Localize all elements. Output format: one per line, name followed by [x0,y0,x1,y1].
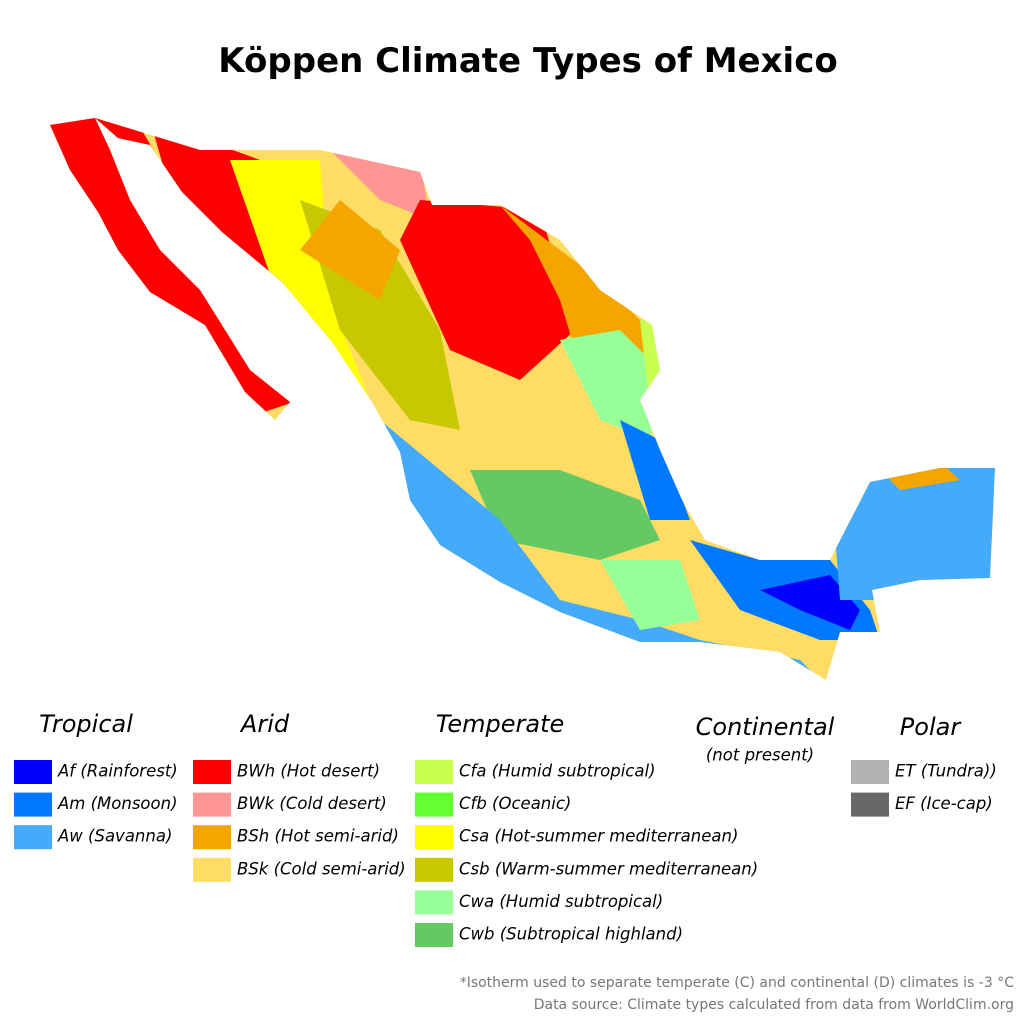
legend-swatch [14,825,52,850]
region [400,200,575,380]
legend-label: Cwa (Humid subtropical) [459,892,663,911]
region [230,160,370,400]
legend-swatch [193,792,231,817]
legend-note: (not present) [706,746,814,765]
region [830,460,995,600]
legend-label: BWh (Hot desert) [237,762,380,781]
legend-label: ET (Tundra)) [895,762,997,781]
legend-label: Cwb (Subtropical highland) [459,925,683,944]
legend-swatch [851,792,889,817]
region [50,118,995,680]
legend-swatch [14,760,52,784]
region [600,560,700,630]
legend-label: BSk (Cold semi-arid) [237,859,406,878]
legend-swatch [415,825,453,850]
legend-label: Cfa (Humid subtropical) [459,762,656,781]
legend-label: Csb (Warm-summer mediterranean) [459,859,758,878]
region [560,330,660,440]
legend-label: Aw (Savanna) [57,827,172,846]
footnote: Data source: Climate types calculated fr… [534,997,1014,1013]
legend-swatch [851,760,889,784]
map [50,118,995,680]
legend-swatch [415,792,453,817]
legend-swatch [14,792,52,817]
legend-swatch [415,923,453,947]
legend-label: Csa (Hot-summer mediterranean) [459,827,738,846]
legend-label: Af (Rainforest) [57,762,178,781]
legend-swatch [193,760,231,784]
region [620,420,690,520]
legend-label: Am (Monsoon) [57,794,178,813]
legend-heading: Polar [900,713,963,741]
legend-swatch [193,825,231,850]
region [470,470,660,560]
legend-swatch [415,890,453,915]
legend-heading: Tropical [39,710,133,738]
footnote: *Isotherm used to separate temperate (C)… [460,975,1015,991]
region [760,575,860,630]
region [300,200,400,300]
legend-heading: Arid [239,710,290,738]
legend-label: BSh (Hot semi-arid) [237,827,399,846]
legend-label: Cfb (Oceanic) [459,794,571,813]
legend-label: EF (Ice-cap) [895,794,993,813]
legend-swatch [415,857,453,882]
legend-swatch [415,760,453,784]
legend-swatch [193,857,231,882]
legend-heading: Continental [696,713,835,741]
legend-label: BWk (Cold desert) [237,794,387,813]
legend-heading: Temperate [436,710,565,738]
title: Köppen Climate Types of Mexico [218,41,837,81]
legend: Tropical Af (Rainforest) Am (Monsoon) Aw (S… [14,710,997,947]
